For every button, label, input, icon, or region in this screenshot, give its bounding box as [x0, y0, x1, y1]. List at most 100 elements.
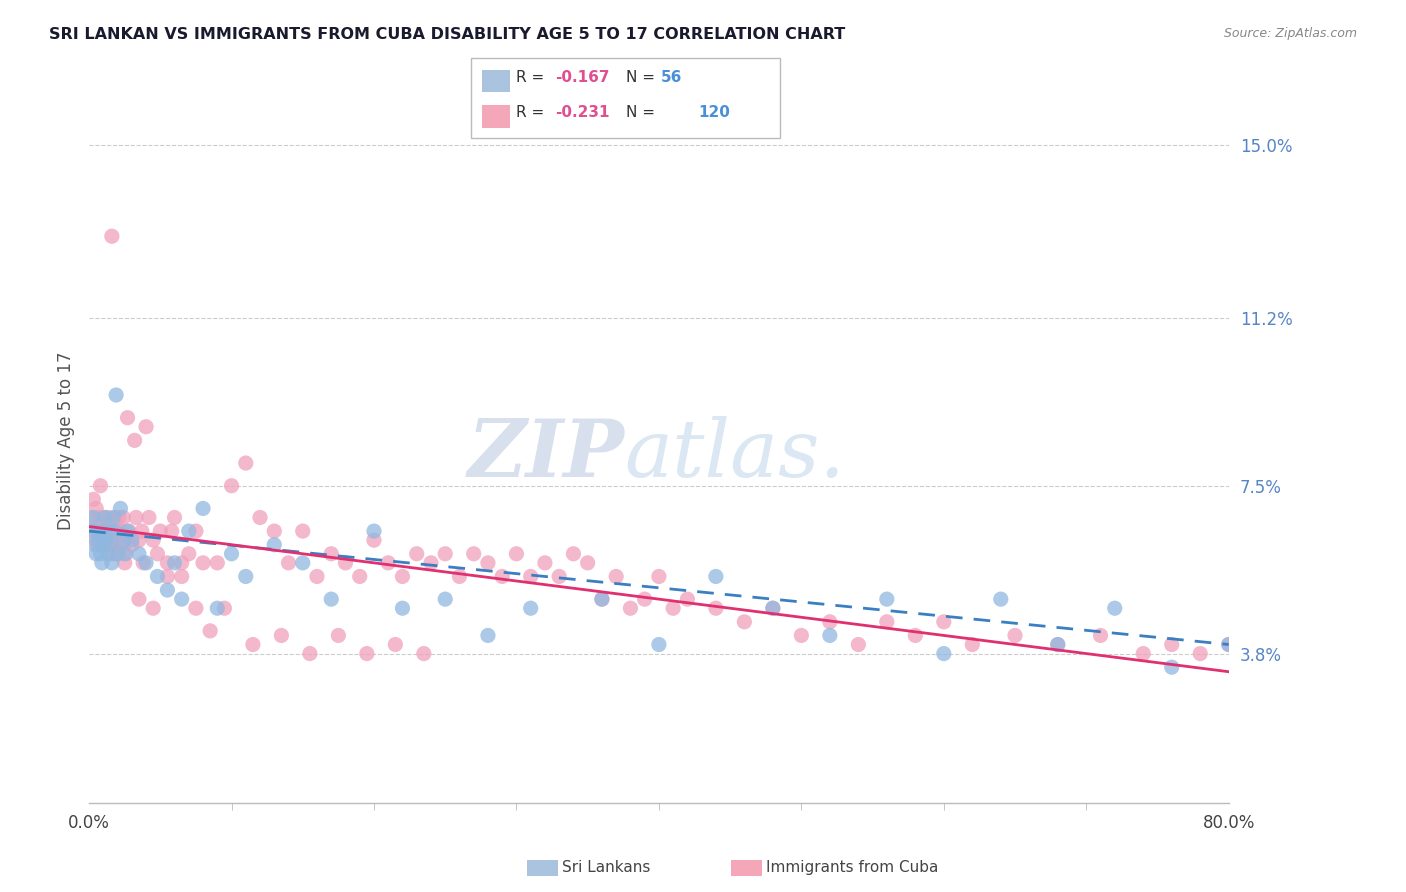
- Point: [214, 601, 236, 615]
- Point: [434, 592, 457, 607]
- Point: [97, 510, 120, 524]
- Point: [146, 547, 169, 561]
- Point: [932, 615, 955, 629]
- Point: [270, 628, 292, 642]
- Point: [676, 592, 699, 607]
- Point: [118, 524, 141, 538]
- Point: [117, 410, 139, 425]
- Point: [156, 583, 179, 598]
- Point: [87, 524, 110, 538]
- Point: [156, 569, 179, 583]
- Point: [170, 592, 193, 607]
- Point: [235, 569, 257, 583]
- Point: [82, 492, 104, 507]
- Point: [391, 569, 413, 583]
- Point: [846, 638, 869, 652]
- Point: [97, 538, 120, 552]
- Point: [633, 592, 655, 607]
- Point: [149, 524, 172, 538]
- Point: [818, 628, 841, 642]
- Point: [121, 533, 143, 548]
- Text: Sri Lankans: Sri Lankans: [562, 861, 651, 875]
- Text: Immigrants from Cuba: Immigrants from Cuba: [766, 861, 939, 875]
- Point: [733, 615, 755, 629]
- Point: [87, 510, 110, 524]
- Point: [191, 501, 214, 516]
- Point: [86, 538, 108, 552]
- Point: [177, 524, 200, 538]
- Point: [242, 638, 264, 652]
- Point: [170, 569, 193, 583]
- Point: [80, 524, 103, 538]
- Point: [96, 533, 118, 548]
- Point: [87, 533, 110, 548]
- Point: [128, 533, 150, 548]
- Text: 120: 120: [699, 105, 731, 120]
- Point: [491, 569, 513, 583]
- Point: [177, 547, 200, 561]
- Point: [191, 556, 214, 570]
- Point: [90, 556, 112, 570]
- Point: [263, 524, 285, 538]
- Point: [108, 510, 131, 524]
- Point: [1160, 638, 1182, 652]
- Point: [405, 547, 427, 561]
- Point: [160, 524, 183, 538]
- Point: [277, 556, 299, 570]
- Point: [146, 569, 169, 583]
- Text: ZIP: ZIP: [468, 417, 624, 493]
- Point: [121, 538, 143, 552]
- Point: [101, 524, 124, 538]
- Point: [1218, 638, 1240, 652]
- Point: [291, 556, 314, 570]
- Point: [114, 533, 136, 548]
- Point: [110, 524, 132, 538]
- Point: [434, 547, 457, 561]
- Point: [291, 524, 314, 538]
- Point: [128, 547, 150, 561]
- Text: -0.231: -0.231: [555, 105, 610, 120]
- Point: [101, 556, 124, 570]
- Point: [184, 524, 207, 538]
- Point: [477, 628, 499, 642]
- Text: N =: N =: [626, 105, 659, 120]
- Point: [412, 647, 434, 661]
- Y-axis label: Disability Age 5 to 17: Disability Age 5 to 17: [58, 351, 75, 530]
- Point: [548, 569, 571, 583]
- Point: [704, 569, 727, 583]
- Point: [105, 388, 128, 402]
- Point: [104, 524, 127, 538]
- Point: [107, 547, 129, 561]
- Text: R =: R =: [516, 70, 550, 85]
- Point: [384, 638, 406, 652]
- Text: 56: 56: [661, 70, 682, 85]
- Point: [591, 592, 613, 607]
- Point: [114, 547, 136, 561]
- Point: [363, 533, 385, 548]
- Point: [198, 624, 221, 638]
- Point: [477, 556, 499, 570]
- Point: [170, 556, 193, 570]
- Point: [91, 538, 114, 552]
- Point: [619, 601, 641, 615]
- Point: [534, 556, 557, 570]
- Point: [103, 538, 125, 552]
- Point: [98, 524, 121, 538]
- Point: [377, 556, 399, 570]
- Point: [91, 538, 114, 552]
- Text: R =: R =: [516, 105, 550, 120]
- Point: [305, 569, 328, 583]
- Point: [321, 547, 343, 561]
- Point: [519, 569, 541, 583]
- Point: [100, 533, 122, 548]
- Point: [990, 592, 1012, 607]
- Text: atlas.: atlas.: [624, 417, 845, 493]
- Point: [86, 524, 108, 538]
- Point: [818, 615, 841, 629]
- Point: [156, 556, 179, 570]
- Point: [110, 501, 132, 516]
- Point: [505, 547, 527, 561]
- Point: [1160, 660, 1182, 674]
- Point: [576, 556, 599, 570]
- Point: [363, 524, 385, 538]
